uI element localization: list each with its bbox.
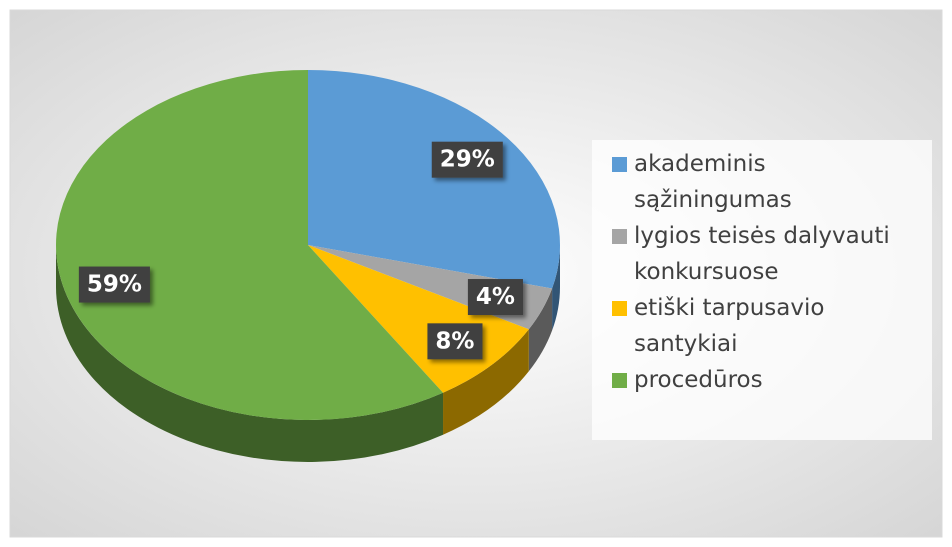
- slice: [308, 70, 560, 289]
- legend-item: lygios teisės dalyvauti konkursuose: [612, 218, 922, 290]
- slice-side: [528, 288, 553, 372]
- legend: akademinis sąžiningumas lygios teisės dal…: [592, 140, 932, 440]
- data-label-group: 59%: [78, 266, 150, 303]
- data-label: 8%: [435, 328, 474, 354]
- legend-item: akademinis sąžiningumas: [612, 146, 922, 218]
- slice-side: [56, 245, 444, 462]
- legend-swatch: [612, 373, 627, 388]
- legend-item: etiški tarpusavio santykiai: [612, 290, 922, 362]
- legend-label: etiški tarpusavio santykiai: [634, 295, 825, 357]
- legend-swatch: [612, 301, 627, 316]
- data-label-group: 29%: [431, 141, 503, 178]
- data-label: 4%: [476, 284, 515, 310]
- legend-swatch: [612, 229, 627, 244]
- data-label-group: 4%: [467, 279, 523, 316]
- slice-side: [443, 329, 529, 435]
- data-label-box: [78, 266, 150, 303]
- data-label-group: 8%: [427, 323, 483, 360]
- slice: [55, 70, 444, 421]
- legend-item: procedūros: [612, 362, 922, 398]
- data-label: 59%: [87, 272, 142, 298]
- data-label-box: [467, 279, 523, 316]
- data-label-box: [431, 141, 503, 178]
- data-label-box: [427, 323, 483, 360]
- data-label: 29%: [440, 147, 495, 173]
- legend-label: procedūros: [634, 367, 763, 393]
- legend-label: akademinis sąžiningumas: [634, 151, 792, 213]
- legend-swatch: [612, 157, 627, 172]
- slice-side: [552, 245, 560, 331]
- legend-label: lygios teisės dalyvauti konkursuose: [634, 223, 890, 285]
